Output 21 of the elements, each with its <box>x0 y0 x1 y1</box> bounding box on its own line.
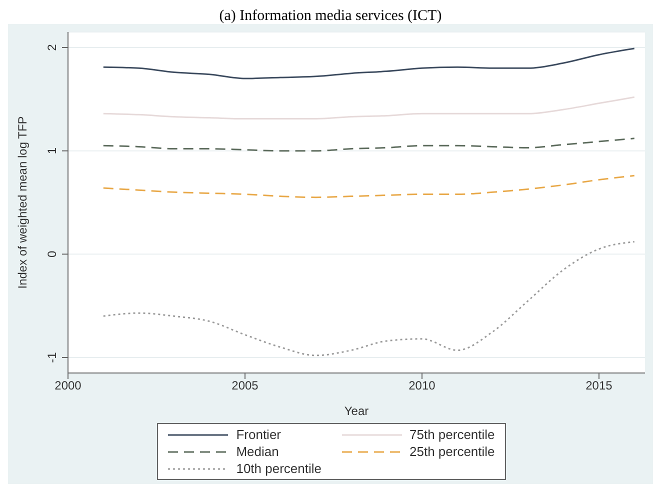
legend-label: 75th percentile <box>410 427 495 442</box>
y-tick-label: 2 <box>45 44 59 51</box>
x-tick-label: 2005 <box>232 378 259 393</box>
x-tick-label: 2010 <box>408 378 436 393</box>
legend-label: Frontier <box>236 427 282 442</box>
legend-label: 10th percentile <box>236 461 322 476</box>
line-series <box>102 138 636 152</box>
line-series <box>102 48 636 80</box>
line-series <box>102 96 636 120</box>
x-tick-label: 2015 <box>586 378 613 393</box>
y-axis-title: Index of weighted mean log TFP <box>15 116 30 289</box>
y-tick-label: 0 <box>45 250 59 258</box>
line-series <box>102 174 636 198</box>
legend-label: Median <box>236 444 279 459</box>
line-series <box>102 241 636 356</box>
x-tick-label: 2000 <box>54 378 82 393</box>
y-tick-label: -1 <box>45 352 59 363</box>
legend-label: 25th percentile <box>410 444 495 459</box>
chart-title: (a) Information media services (ICT) <box>8 8 653 24</box>
x-axis-title: Year <box>344 404 369 418</box>
y-tick-label: 1 <box>45 147 59 154</box>
